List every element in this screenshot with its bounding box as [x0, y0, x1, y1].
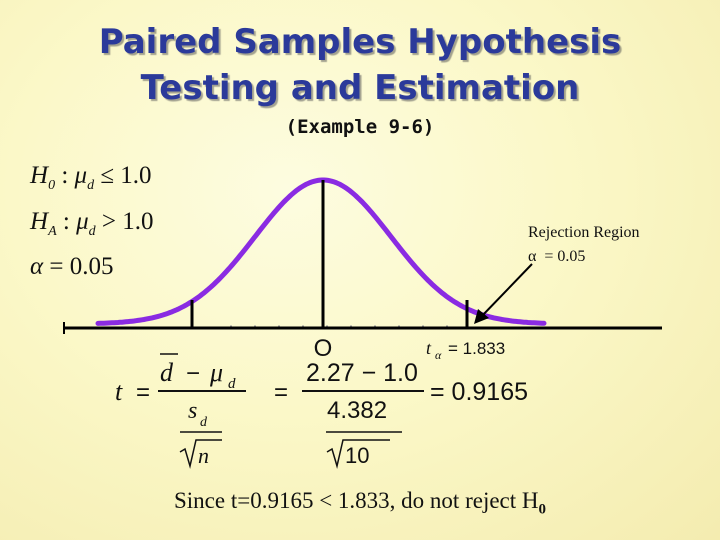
sd: s [188, 398, 197, 424]
sqrt-value: 10 [345, 443, 369, 468]
mu: μ [209, 358, 223, 387]
t-crit-symbol: t [426, 338, 432, 358]
minus-1: − [186, 360, 200, 387]
rejection-alpha-label: α = 0.05 [528, 248, 586, 265]
title-line-2: Testing and Estimation [140, 68, 580, 108]
rejection-arrow [479, 263, 533, 319]
null-hypothesis: H0 : μd ≤ 1.0 [30, 162, 152, 193]
t-crit-value: = 1.833 [448, 339, 505, 358]
sqrt-sign-1 [179, 439, 222, 469]
equals-1: = [136, 379, 150, 406]
title-line-1: Paired Samples Hypothesis [98, 22, 622, 62]
n: n [198, 443, 209, 468]
arrow-head [474, 309, 489, 324]
subtitle: (Example 9-6) [285, 116, 435, 138]
sd-sub: d [200, 415, 208, 430]
normal-curve [95, 177, 547, 326]
sqrt-sign-2 [326, 439, 390, 469]
conclusion: Since t=0.9165 < 1.833, do not reject H0 [174, 488, 546, 518]
mu-sub: d [228, 376, 236, 392]
rejection-region-label: Rejection Region [528, 224, 640, 241]
test-statistic-formula: t = d − μ d s d n = 2.27 − 1.0 4.382 10 … [115, 353, 528, 469]
t-symbol: t [115, 377, 123, 406]
t-crit-sub: α [435, 348, 442, 362]
denominator-value: 4.382 [327, 397, 387, 424]
alternative-hypothesis: HA : μd > 1.0 [30, 208, 154, 239]
dbar: d [160, 358, 174, 387]
equals-2: = [274, 379, 288, 406]
zero-label: O [314, 335, 333, 362]
significance-level: α = 0.05 [30, 253, 114, 280]
result-value: = 0.9165 [430, 378, 528, 406]
numerator-value: 2.27 − 1.0 [306, 359, 418, 387]
